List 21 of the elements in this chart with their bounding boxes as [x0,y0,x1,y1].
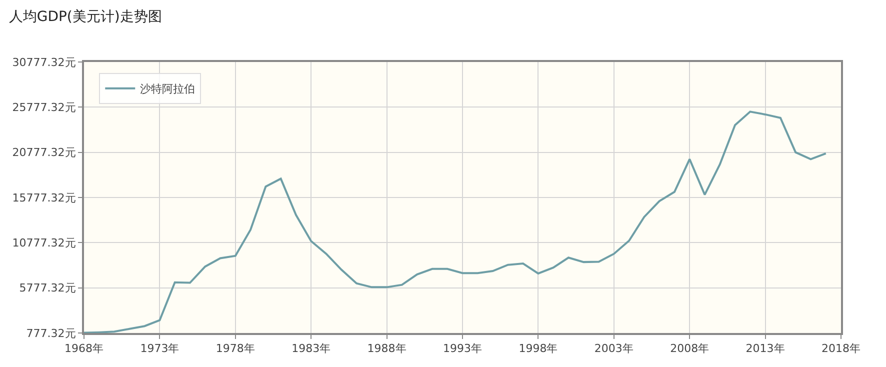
legend-label: 沙特阿拉伯 [140,82,196,96]
x-tick-label: 1978年 [216,342,255,356]
x-tick-label: 1998年 [518,342,558,356]
x-tick-label: 1993年 [443,342,482,356]
y-tick-label: 30777.32元 [12,56,76,69]
y-tick-label: 15777.32元 [12,191,76,204]
y-tick-label: 5777.32元 [19,282,76,295]
y-tick-label: 20777.32元 [12,146,76,160]
x-tick-label: 2018年 [822,342,860,356]
chart-title: 人均GDP(美元计)走势图 [8,8,162,25]
x-tick-label: 2008年 [670,342,710,356]
line-series [84,110,827,333]
x-tick-label: 2013年 [746,342,785,356]
x-tick-label: 1973年 [140,342,180,356]
y-tick-label: 10777.32元 [12,236,76,250]
x-tick-label: 2003年 [594,342,634,356]
x-tick-label: 1988年 [367,342,406,356]
x-tick-label: 1983年 [292,342,331,356]
x-tick-label: 1968年 [64,342,104,356]
y-tick-label: 25777.32元 [12,101,76,114]
y-tick-label: 777.32元 [26,326,76,340]
